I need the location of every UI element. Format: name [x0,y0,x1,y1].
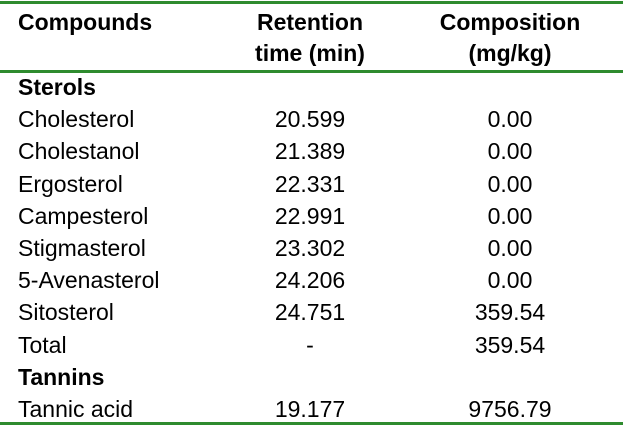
compound-name: Ergosterol [18,170,123,197]
compound-name: Total [18,331,67,358]
compound-name: 5-Avenasterol [18,267,160,294]
table-cell: 359.54 [474,299,546,326]
header-cell: Composition [439,9,581,35]
header-cell: Retention [256,9,364,35]
header-cell: Compounds [18,9,153,35]
header-cell: time (min) [255,40,365,66]
compound-name: Campesterol [18,202,149,229]
table-cell: 22.331 [274,170,346,197]
table-cell: 0.00 [487,202,533,229]
table-cell: 24.751 [274,299,346,326]
table-cell: 359.54 [474,331,546,358]
section-title: Tannins [18,363,105,390]
bottom-rule [0,422,623,425]
compound-name: Cholesterol [18,106,135,133]
table-cell: 0.00 [487,235,533,261]
table-cell: 24.206 [274,267,346,294]
table-cell: 22.991 [274,202,346,229]
table-cell: 23.302 [274,235,346,261]
table-cell: 0.00 [487,267,533,294]
compound-name: Stigmasterol [18,235,146,261]
compound-name: Cholestanol [18,138,140,165]
table-cell: 9756.79 [468,396,552,422]
header-rule [0,70,623,73]
compound-name: Sitosterol [18,299,114,326]
table-cell: 21.389 [274,138,346,165]
top-rule [0,1,623,4]
header-cell: (mg/kg) [468,40,552,66]
table-cell: - [306,331,314,358]
table-cell: 0.00 [487,106,533,133]
table-cell: 0.00 [487,138,533,165]
table-cell: 19.177 [274,396,346,422]
table-cell: 20.599 [274,106,346,133]
section-title: Sterols [18,74,96,100]
table-cell: 0.00 [487,170,533,197]
compound-name: Tannic acid [18,396,134,422]
